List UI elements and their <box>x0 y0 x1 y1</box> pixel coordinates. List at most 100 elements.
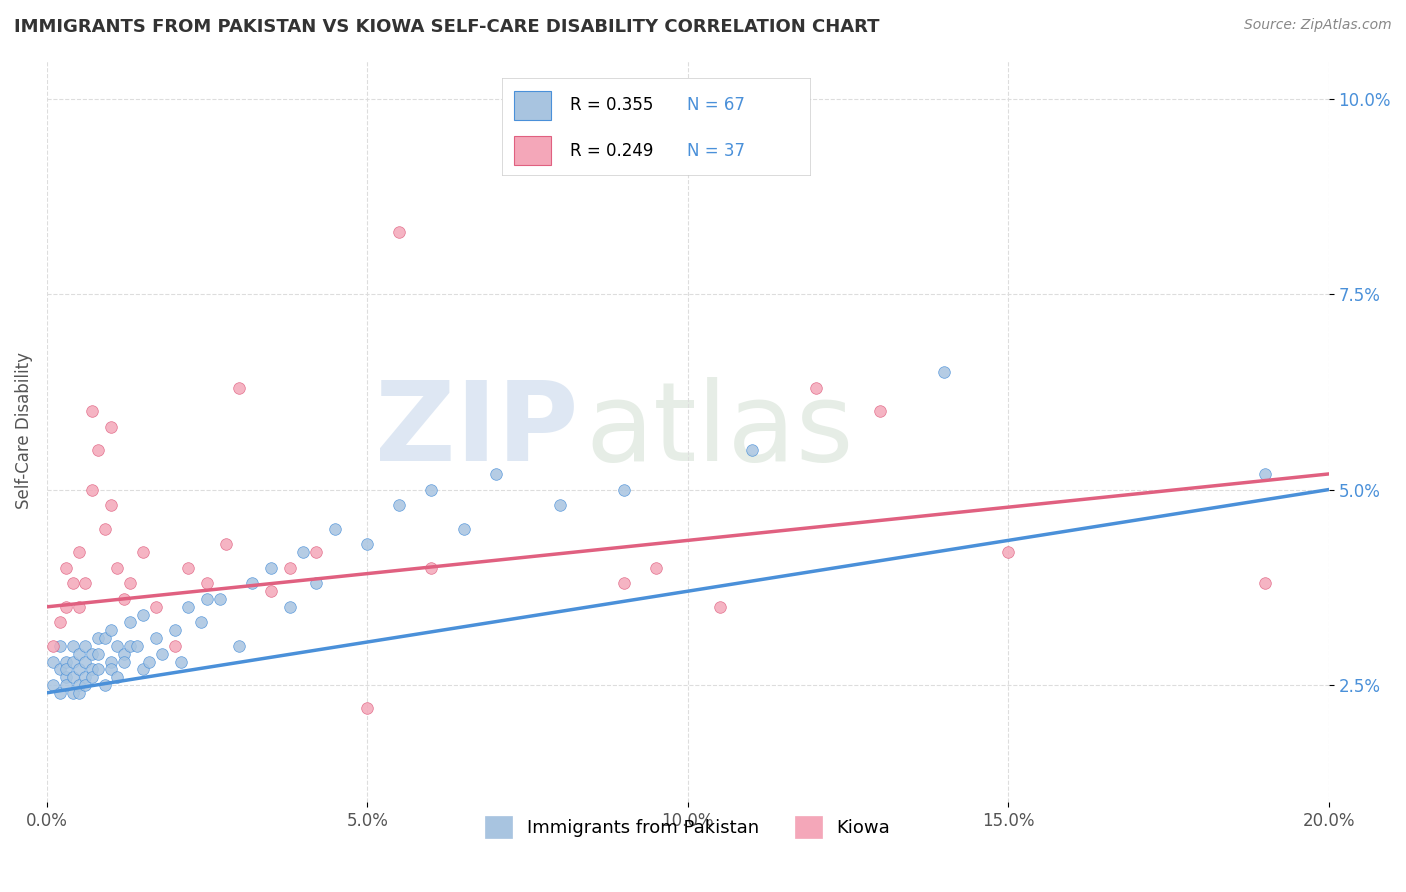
Point <box>305 545 328 559</box>
Point <box>125 639 148 653</box>
Point <box>105 639 128 653</box>
Point <box>105 670 128 684</box>
Point <box>260 584 283 599</box>
Point <box>55 662 77 676</box>
Point <box>48 686 70 700</box>
Point <box>120 576 142 591</box>
Text: IMMIGRANTS FROM PAKISTAN VS KIOWA SELF-CARE DISABILITY CORRELATION CHART: IMMIGRANTS FROM PAKISTAN VS KIOWA SELF-C… <box>14 18 880 36</box>
Point <box>548 498 571 512</box>
Point <box>67 678 90 692</box>
Point <box>934 365 956 379</box>
Point <box>100 655 122 669</box>
Point <box>80 404 103 418</box>
Point <box>165 624 187 638</box>
Point <box>87 443 110 458</box>
Point <box>80 647 103 661</box>
Point <box>112 647 135 661</box>
Point <box>75 639 97 653</box>
Point <box>420 483 443 497</box>
Point <box>75 576 97 591</box>
Point <box>42 655 65 669</box>
Point <box>62 639 84 653</box>
Text: atlas: atlas <box>585 377 853 484</box>
Point <box>62 686 84 700</box>
Point <box>1253 467 1275 481</box>
Point <box>67 545 90 559</box>
Point <box>93 678 115 692</box>
Point <box>869 404 891 418</box>
Point <box>741 443 763 458</box>
Point <box>62 576 84 591</box>
Point <box>100 420 122 434</box>
Point <box>93 522 115 536</box>
Point <box>804 381 827 395</box>
Point <box>388 225 411 239</box>
Point <box>177 599 200 614</box>
Point <box>138 655 160 669</box>
Point <box>420 560 443 574</box>
Point <box>67 647 90 661</box>
Point <box>177 560 200 574</box>
Point <box>112 592 135 607</box>
Text: Source: ZipAtlas.com: Source: ZipAtlas.com <box>1244 18 1392 32</box>
Point <box>87 662 110 676</box>
Point <box>208 592 231 607</box>
Point <box>195 592 218 607</box>
Point <box>42 678 65 692</box>
Point <box>132 545 155 559</box>
Point <box>87 647 110 661</box>
Point <box>356 701 378 715</box>
Point <box>260 560 283 574</box>
Point <box>709 599 731 614</box>
Point <box>132 607 155 622</box>
Y-axis label: Self-Care Disability: Self-Care Disability <box>15 352 32 509</box>
Point <box>120 615 142 630</box>
Point <box>55 678 77 692</box>
Point <box>997 545 1019 559</box>
Point <box>292 545 315 559</box>
Point <box>75 655 97 669</box>
Point <box>105 560 128 574</box>
Point <box>48 639 70 653</box>
Point <box>55 670 77 684</box>
Point <box>280 560 302 574</box>
Point <box>80 670 103 684</box>
Text: ZIP: ZIP <box>375 377 579 484</box>
Point <box>62 670 84 684</box>
Point <box>190 615 212 630</box>
Point <box>613 483 636 497</box>
Point <box>48 662 70 676</box>
Point <box>150 647 173 661</box>
Point <box>55 599 77 614</box>
Point <box>75 670 97 684</box>
Point <box>644 560 666 574</box>
Point <box>55 560 77 574</box>
Point <box>80 662 103 676</box>
Point <box>120 639 142 653</box>
Point <box>170 655 193 669</box>
Point <box>100 624 122 638</box>
Point <box>280 599 302 614</box>
Point <box>93 631 115 645</box>
Point <box>195 576 218 591</box>
Point <box>55 655 77 669</box>
Point <box>132 662 155 676</box>
Point <box>75 678 97 692</box>
Point <box>165 639 187 653</box>
Point <box>228 639 250 653</box>
Point <box>305 576 328 591</box>
Point <box>67 599 90 614</box>
Point <box>388 498 411 512</box>
Point <box>100 498 122 512</box>
Point <box>100 662 122 676</box>
Point <box>48 615 70 630</box>
Point <box>145 599 167 614</box>
Point <box>228 381 250 395</box>
Point <box>42 639 65 653</box>
Point <box>215 537 238 551</box>
Point <box>80 483 103 497</box>
Point <box>1253 576 1275 591</box>
Point <box>613 576 636 591</box>
Point <box>356 537 378 551</box>
Point <box>323 522 346 536</box>
